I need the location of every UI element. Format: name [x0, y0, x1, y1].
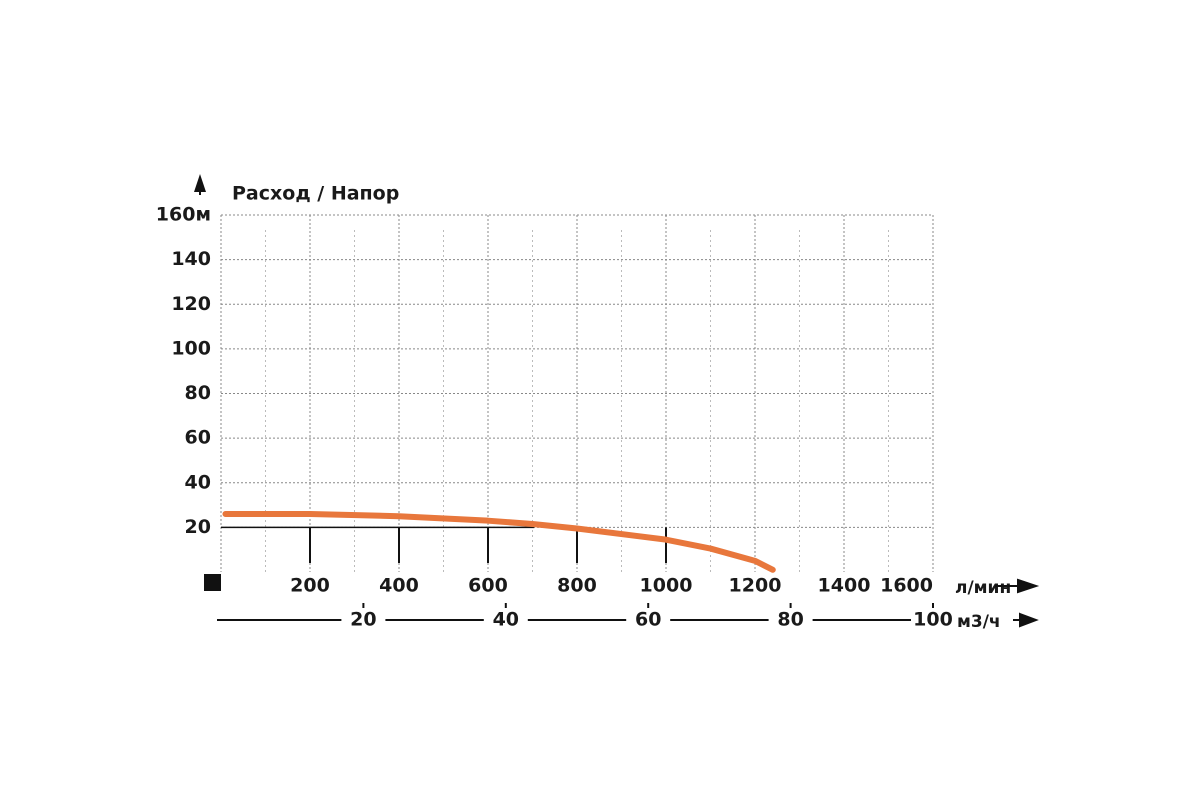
y-tick-label: 100 [171, 337, 211, 359]
curve [222, 510, 776, 573]
x-tick-label: 1000 [640, 575, 693, 597]
x2-tick-label: 20 [350, 609, 376, 631]
y-arrow [194, 174, 206, 192]
origin-square [204, 574, 221, 591]
x2-arrow [1013, 612, 1039, 628]
x2-tick-label: 100 [913, 609, 953, 631]
x-unit: л/мин [955, 578, 1011, 598]
x-tick-label: 400 [379, 575, 419, 597]
x-tick-label: 200 [290, 575, 330, 597]
x-tick-label: 1400 [818, 575, 871, 597]
x-tick-label: 1600 [880, 575, 933, 597]
y-tick-label: 60 [185, 427, 211, 449]
y-tick-label: 160м [156, 204, 211, 226]
x-tick-label: 800 [557, 575, 597, 597]
x2-tick-label: 40 [493, 609, 519, 631]
y-tick-label: 80 [185, 382, 211, 404]
x2-label-bg [626, 608, 671, 632]
x2-label-bg [768, 608, 813, 632]
x2-tick-label: 60 [635, 609, 661, 631]
y-tick-label: 40 [185, 471, 211, 493]
x-tick-label: 1200 [729, 575, 782, 597]
x-tick-label: 600 [468, 575, 508, 597]
x2-label-bg [341, 608, 386, 632]
x2-label-bg [483, 608, 528, 632]
x2-label-bg [911, 608, 955, 632]
x2-tick-label: 80 [777, 609, 803, 631]
y-tick-label: 20 [185, 516, 211, 538]
x-arrow [995, 578, 1040, 594]
y-tick-label: 140 [171, 248, 211, 270]
chart-title: Расход / Напор [232, 183, 399, 205]
x2-unit: м3/ч [957, 612, 1001, 632]
y-tick-label: 120 [171, 293, 211, 315]
